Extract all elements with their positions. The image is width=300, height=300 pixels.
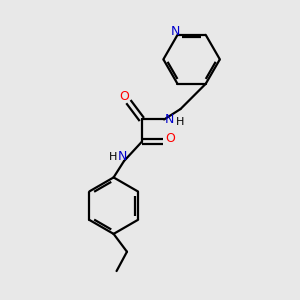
Text: H: H [176, 117, 184, 128]
Text: O: O [165, 132, 175, 145]
Text: N: N [165, 113, 174, 126]
Text: O: O [120, 90, 130, 103]
Text: N: N [118, 150, 127, 163]
Text: H: H [109, 152, 117, 162]
Text: N: N [171, 25, 180, 38]
